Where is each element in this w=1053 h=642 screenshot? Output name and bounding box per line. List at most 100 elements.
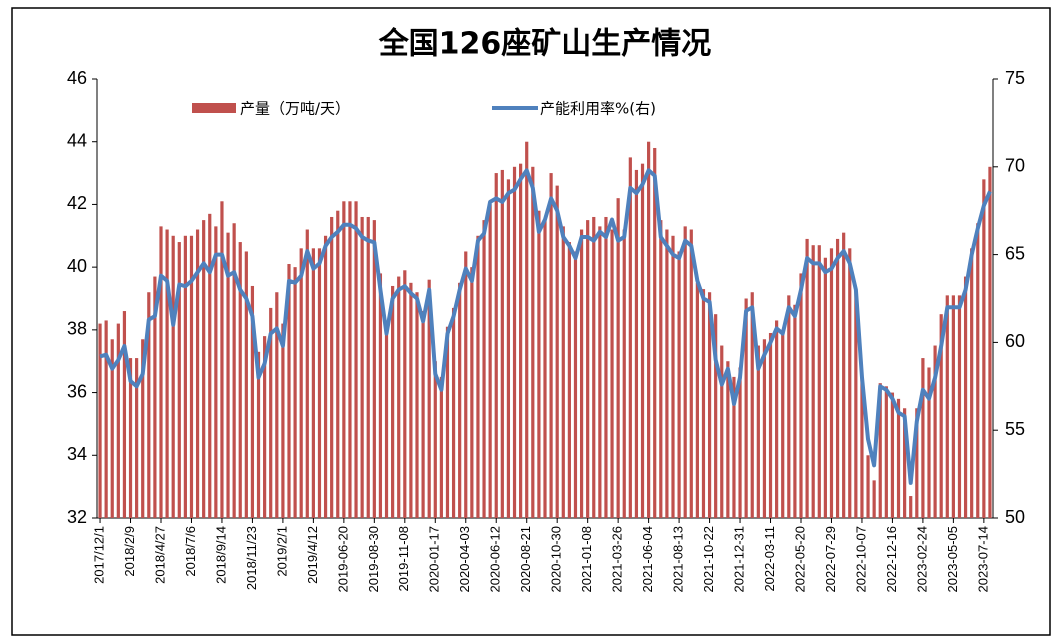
bar — [531, 166, 535, 519]
bar — [915, 408, 919, 518]
bar — [153, 276, 157, 518]
bar — [860, 376, 864, 518]
bar — [811, 245, 815, 518]
bar — [232, 223, 236, 518]
bar — [269, 307, 273, 518]
bar — [171, 235, 175, 519]
bar — [878, 383, 882, 518]
bar — [598, 226, 602, 518]
bar — [957, 295, 962, 518]
bar — [427, 279, 431, 518]
x-tick-label: 2019/4/12 — [305, 526, 320, 584]
bar — [555, 185, 559, 518]
bar — [348, 201, 352, 519]
bar — [567, 242, 571, 519]
bar — [330, 216, 334, 518]
x-tick-label: 2022-05-20 — [792, 526, 807, 593]
bar — [141, 339, 145, 518]
bar — [165, 229, 169, 518]
bar — [476, 235, 480, 519]
bar — [707, 292, 712, 518]
bar — [195, 229, 200, 518]
bar — [775, 320, 779, 518]
bar — [281, 323, 285, 518]
bar — [354, 201, 358, 519]
bar — [787, 295, 791, 518]
bar — [823, 257, 827, 518]
bar — [592, 216, 596, 518]
y-tick-label: 32 — [67, 507, 87, 527]
bar — [397, 276, 401, 518]
bar — [701, 289, 706, 518]
bar — [640, 163, 645, 518]
bar — [391, 285, 395, 518]
bar — [890, 392, 895, 518]
bar — [342, 201, 346, 519]
y2-tick-label: 60 — [1005, 331, 1025, 351]
bar — [135, 358, 139, 518]
bar — [665, 229, 669, 518]
bar — [951, 295, 955, 518]
bar — [470, 267, 474, 518]
bar — [659, 220, 663, 518]
bar — [147, 292, 151, 518]
x-tick-label: 2019-06-20 — [335, 526, 350, 593]
bar — [970, 248, 974, 519]
x-tick-label: 2018/9/14 — [213, 526, 228, 584]
x-tick-label: 2018/7/6 — [183, 526, 198, 577]
bar — [208, 213, 212, 519]
bar — [963, 276, 968, 518]
y2-tick-label: 50 — [1005, 507, 1025, 527]
x-tick-label: 2021-06-04 — [640, 526, 655, 593]
bar — [299, 248, 303, 519]
bar — [525, 141, 529, 518]
x-tick-label: 2022-07-29 — [823, 526, 838, 593]
bar — [421, 311, 425, 518]
x-tick-label: 2020-08-21 — [518, 526, 533, 593]
bar — [653, 147, 657, 518]
bar — [336, 210, 340, 518]
bar — [573, 251, 578, 518]
bar — [482, 220, 486, 518]
y-tick-label: 36 — [67, 381, 87, 401]
bar — [549, 173, 553, 519]
x-tick-label: 2019/2/1 — [274, 526, 289, 577]
bar — [214, 226, 218, 518]
bar — [287, 264, 291, 518]
y2-tick-label: 55 — [1005, 419, 1025, 439]
bar — [177, 242, 181, 519]
bar — [488, 204, 492, 518]
bar — [250, 285, 255, 518]
y2-tick-label: 70 — [1005, 156, 1025, 176]
bar — [458, 282, 462, 518]
x-tick-label: 2020-10-30 — [549, 526, 564, 593]
bar — [647, 141, 651, 518]
bar — [671, 235, 675, 519]
bar — [512, 166, 517, 519]
x-tick-label: 2022-03-11 — [762, 526, 777, 592]
bar — [128, 358, 133, 518]
x-tick-label: 2023-02-24 — [914, 526, 929, 593]
bar — [689, 229, 693, 518]
bar — [622, 229, 626, 518]
x-tick-label: 2021-08-13 — [671, 526, 686, 593]
bar — [275, 292, 279, 518]
bar — [756, 345, 760, 518]
bar — [159, 226, 163, 518]
bar — [927, 367, 931, 518]
x-tick-label: 2020-06-12 — [488, 526, 503, 593]
y-tick-label: 46 — [67, 68, 87, 88]
bar — [445, 326, 450, 518]
x-tick-label: 2019-08-30 — [366, 526, 381, 593]
y2-tick-label: 65 — [1005, 243, 1025, 263]
legend-label: 产量（万吨/天） — [240, 100, 350, 118]
bar — [921, 358, 925, 518]
bar — [202, 220, 206, 518]
bar — [945, 295, 949, 518]
bar — [263, 336, 267, 518]
x-tick-label: 2022-10-07 — [853, 526, 868, 593]
bar — [896, 398, 901, 518]
chart-title: 全国126座矿山生产情况 — [378, 27, 712, 62]
bar — [579, 229, 584, 518]
